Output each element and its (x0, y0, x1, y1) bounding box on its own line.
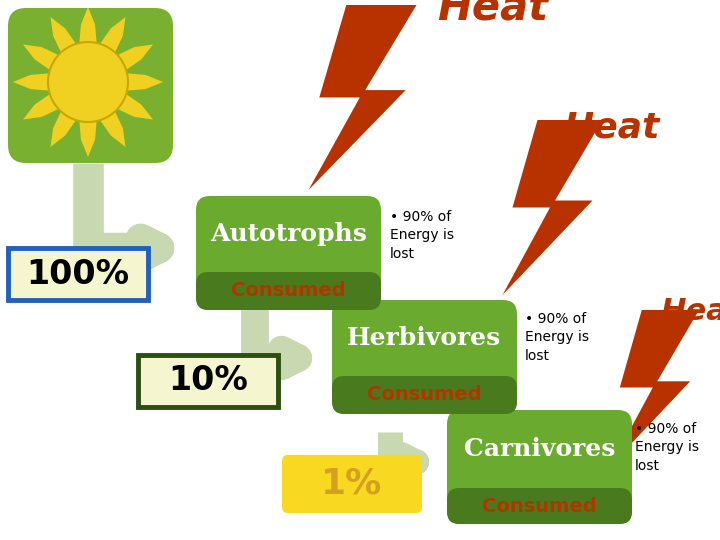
Text: Carnivores: Carnivores (464, 437, 615, 461)
Polygon shape (503, 120, 603, 295)
Text: Heat: Heat (563, 111, 660, 145)
Text: Heat: Heat (660, 297, 720, 326)
FancyBboxPatch shape (138, 355, 278, 407)
Text: 100%: 100% (27, 258, 130, 291)
Text: Consumed: Consumed (482, 496, 597, 516)
Text: 1%: 1% (321, 467, 382, 501)
Text: • 90% of
Energy is
lost: • 90% of Energy is lost (525, 312, 589, 363)
Text: Consumed: Consumed (231, 281, 346, 300)
Bar (138, 355, 278, 407)
Text: • 90% of
Energy is
lost: • 90% of Energy is lost (390, 210, 454, 261)
Text: 10%: 10% (168, 364, 248, 397)
FancyBboxPatch shape (8, 8, 173, 163)
Text: Autotrophs: Autotrophs (210, 222, 367, 246)
FancyBboxPatch shape (332, 376, 517, 414)
Circle shape (48, 42, 128, 122)
Polygon shape (114, 92, 153, 119)
Polygon shape (79, 7, 97, 46)
Polygon shape (611, 310, 699, 465)
Text: • 90% of
Energy is
lost: • 90% of Energy is lost (635, 422, 699, 473)
FancyBboxPatch shape (447, 488, 632, 524)
Polygon shape (50, 109, 78, 147)
Polygon shape (79, 118, 97, 157)
Polygon shape (98, 109, 125, 147)
FancyBboxPatch shape (196, 196, 381, 310)
Text: Heat: Heat (437, 0, 548, 29)
Text: Consumed: Consumed (367, 386, 482, 404)
FancyBboxPatch shape (447, 410, 632, 524)
FancyBboxPatch shape (196, 272, 381, 310)
Text: Herbivores: Herbivores (347, 326, 502, 350)
Polygon shape (23, 92, 61, 119)
Polygon shape (114, 44, 153, 72)
FancyBboxPatch shape (8, 248, 148, 300)
Polygon shape (13, 73, 53, 91)
Polygon shape (308, 5, 416, 190)
Polygon shape (23, 44, 61, 72)
Polygon shape (124, 73, 163, 91)
Bar (8, 248, 148, 300)
FancyBboxPatch shape (332, 300, 517, 414)
Polygon shape (98, 17, 125, 56)
Polygon shape (50, 17, 78, 56)
FancyBboxPatch shape (282, 455, 422, 513)
